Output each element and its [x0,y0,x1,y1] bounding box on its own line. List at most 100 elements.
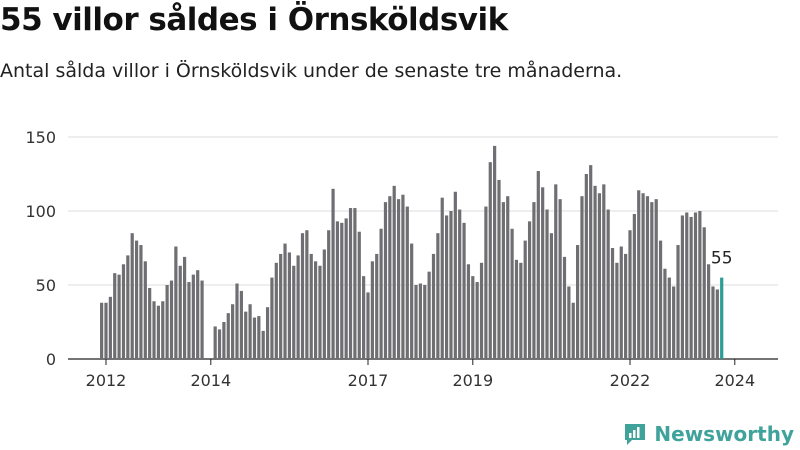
bar [693,212,698,359]
brand-name: Newsworthy [654,422,794,446]
bar [257,316,261,359]
bar [200,280,204,359]
bar [309,253,313,359]
y-tick-label: 150 [25,128,56,147]
bar [353,208,357,359]
bar [252,317,257,359]
bar [134,240,139,359]
bar [370,261,374,359]
bar [445,215,449,359]
bar [117,274,121,359]
bar [562,256,567,359]
bar [427,271,431,359]
bar [672,286,676,359]
bar [466,264,471,359]
bar [685,212,689,359]
bar [108,296,112,359]
x-tick-label: 2019 [452,371,493,390]
bar [506,196,510,359]
bar [379,228,383,359]
bar [619,246,623,359]
bar [549,233,553,359]
bar [606,209,610,359]
bar [331,188,335,359]
bar [104,302,108,359]
y-tick-label: 50 [36,276,56,295]
bar [449,211,453,359]
bar [279,253,283,359]
bar [711,286,715,359]
bar [558,199,562,359]
bar [484,206,488,359]
bar [362,276,366,359]
bar [396,199,401,359]
bar [231,304,235,359]
bar [602,184,606,359]
bar [287,252,291,359]
bar [222,322,226,359]
bar [226,313,230,359]
bar [335,221,340,359]
bar [479,262,484,359]
bar [576,245,580,359]
bar [650,202,654,359]
bar [318,265,322,359]
bar [676,245,680,359]
bar [383,202,388,359]
bar [689,216,693,359]
bar [519,262,523,359]
x-tick-label: 2012 [86,371,127,390]
bar [707,264,711,359]
bar [637,190,641,359]
bar [597,193,602,359]
bar [213,326,217,359]
bar-latest [720,277,724,359]
bar [296,255,300,359]
bar [471,276,475,359]
bar [641,193,645,359]
bar [702,227,706,359]
bar [113,273,117,359]
bar [235,283,239,359]
bar [523,240,527,359]
bar [248,304,252,359]
bar [571,302,575,359]
bar [217,329,222,359]
bar [589,165,593,359]
bar [366,292,370,359]
bar [698,211,702,359]
bar [405,206,409,359]
bar [305,230,309,359]
bar [423,285,427,359]
bar [265,307,270,359]
bar [156,305,160,359]
brand: Newsworthy [622,419,794,449]
bar [715,289,719,359]
bar [514,259,519,359]
bar [510,228,514,359]
bar [414,285,418,359]
y-tick-label: 0 [46,350,56,369]
bar [344,218,348,359]
bar [314,261,318,359]
y-tick-label: 100 [25,202,56,221]
bar [541,187,545,359]
bar [658,240,663,359]
bar [169,280,174,359]
bar [174,246,178,359]
bar [300,233,305,359]
bar [130,233,134,359]
bar [401,194,405,359]
bar [340,222,344,359]
bar [475,282,479,359]
bar [453,191,457,359]
bar [375,253,379,359]
bar [501,202,505,359]
newsworthy-logo-icon [625,424,646,445]
bar [584,174,588,359]
bar [632,213,636,359]
bar [100,302,104,359]
bar [183,256,187,359]
bar [440,197,444,359]
